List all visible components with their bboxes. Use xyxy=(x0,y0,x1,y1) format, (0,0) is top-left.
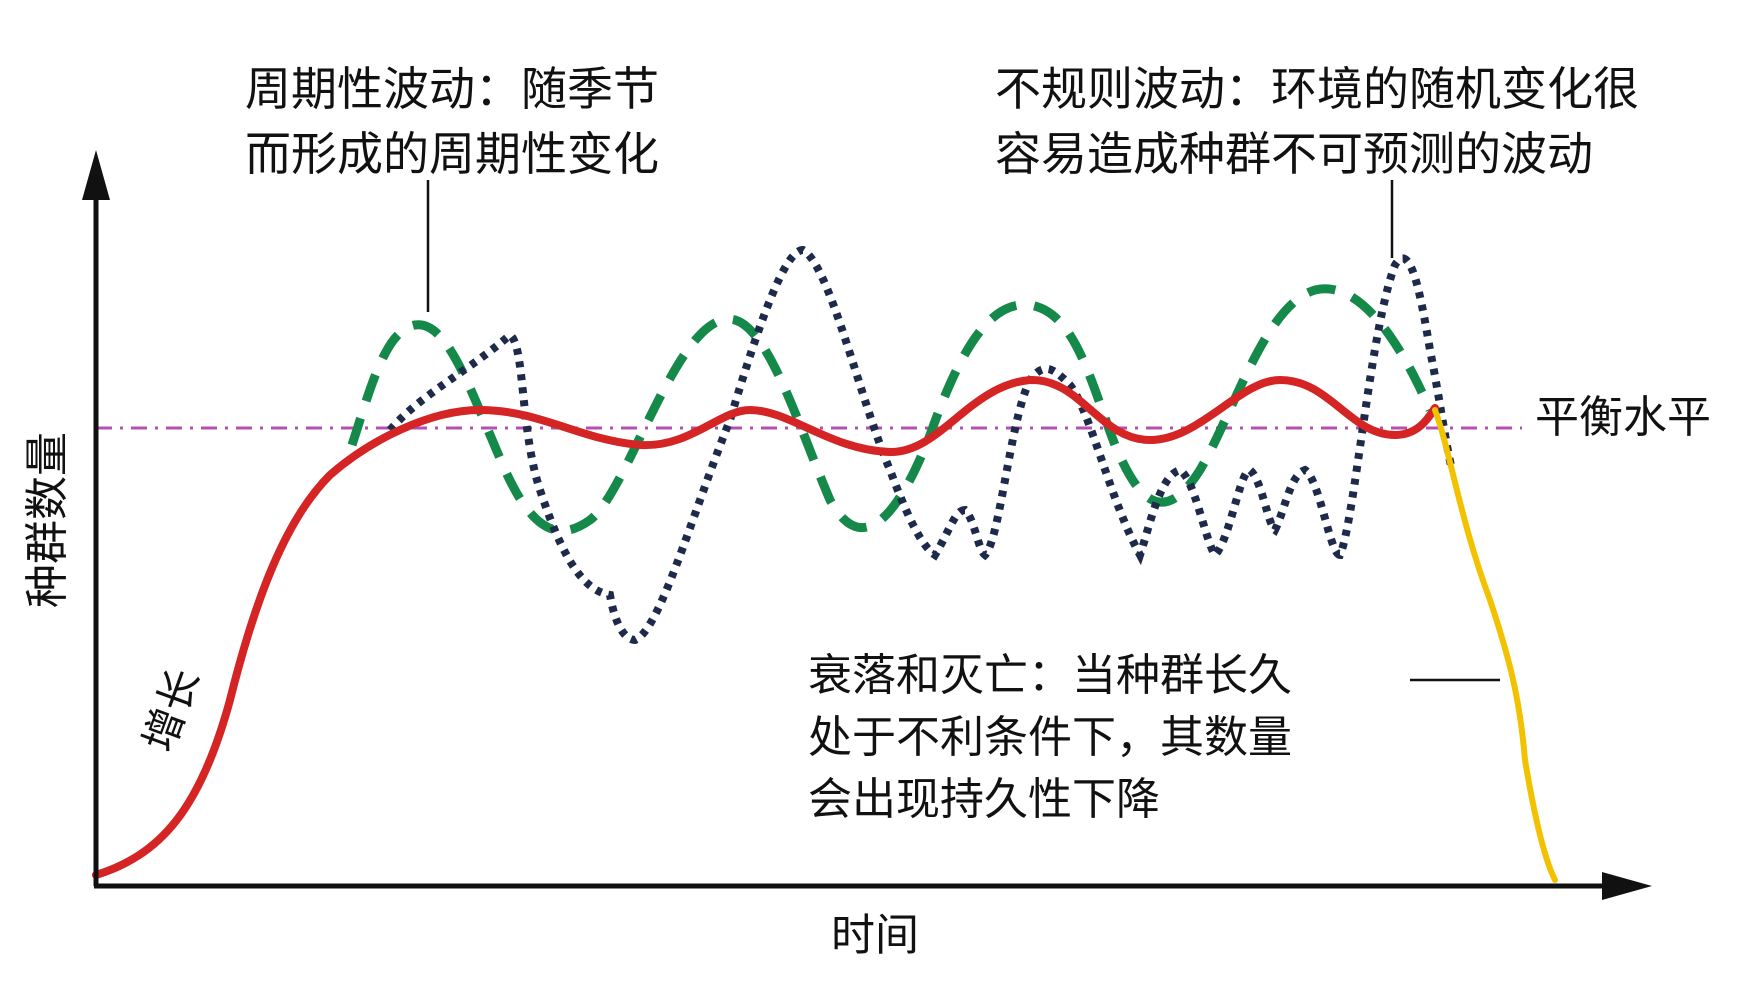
growth-label: 增长 xyxy=(134,662,209,758)
periodic-annotation-line1: 周期性波动：随季节 xyxy=(245,62,659,116)
periodic-annotation-line2: 而形成的周期性变化 xyxy=(245,127,659,181)
irregular-fluctuation-curve xyxy=(386,245,1456,645)
x-axis-label: 时间 xyxy=(831,910,919,961)
decline-annotation-line2: 处于不利条件下，其数量 xyxy=(808,712,1292,763)
growth-curve xyxy=(92,375,1439,879)
y-axis-label: 种群数量 xyxy=(22,432,73,608)
equilibrium-label: 平衡水平 xyxy=(1535,392,1711,443)
x-axis-arrow xyxy=(1602,872,1652,900)
decline-annotation-line1: 衰落和灭亡：当种群长久 xyxy=(808,650,1292,701)
irregular-annotation-line1: 不规则波动：环境的随机变化很 xyxy=(995,62,1639,116)
decline-annotation-line3: 会出现持久性下降 xyxy=(808,774,1160,825)
irregular-annotation-line2: 容易造成种群不可预测的波动 xyxy=(995,127,1593,181)
y-axis-arrow xyxy=(82,150,110,200)
periodic-fluctuation-curve xyxy=(347,284,1435,535)
decline-curve xyxy=(1432,407,1558,883)
